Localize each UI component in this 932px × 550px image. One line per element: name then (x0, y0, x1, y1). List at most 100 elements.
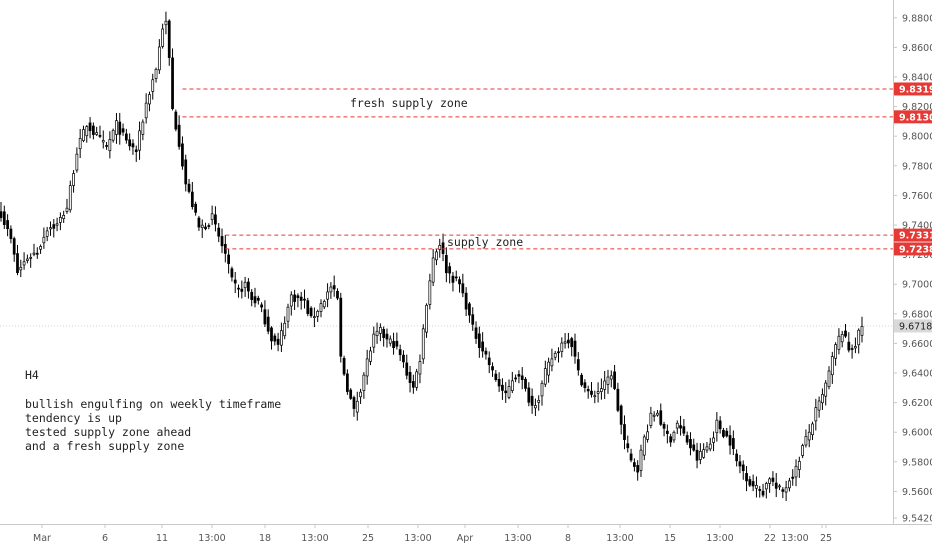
candle (761, 483, 765, 498)
badge-box (894, 242, 932, 256)
badge-label: 9.83190 (899, 84, 932, 95)
y-tick-label: 9.66000 (902, 339, 932, 350)
candle (408, 365, 412, 393)
candle-body (834, 344, 837, 359)
zone-price-badge: 9.73316 (894, 228, 932, 242)
time-axis[interactable]: Mar 6 11 13:00 18 13:00 25 13:00 Apr 13:00 8 13:00 1… (0, 524, 932, 544)
candle-body (570, 338, 574, 348)
candle-body (662, 423, 666, 429)
candle-body (811, 423, 814, 436)
candle (444, 247, 448, 283)
candle (194, 201, 198, 216)
badge-box (894, 82, 932, 96)
candle (629, 448, 633, 463)
candle-body (240, 288, 244, 292)
candle (570, 336, 574, 357)
candle-body (197, 217, 201, 228)
candle (306, 297, 310, 317)
candle (250, 289, 254, 307)
x-tick-label: 13:00 (606, 533, 633, 544)
candle (689, 432, 692, 456)
candle-body (306, 300, 310, 314)
candle (682, 419, 686, 436)
annotation-line-1: bullish engulfing on weekly timeframe (25, 397, 281, 411)
candle (550, 348, 554, 372)
candle-body (438, 245, 442, 250)
candle (461, 273, 465, 298)
y-tick-label: 9.86000 (902, 43, 932, 54)
candle-body (220, 236, 224, 247)
candle (428, 273, 432, 310)
candle-body (260, 304, 263, 308)
candle-body (303, 298, 306, 301)
candle (471, 307, 475, 331)
candle-body (247, 281, 250, 292)
candle-body (32, 252, 36, 255)
candle-body (560, 342, 564, 352)
candle-body (88, 122, 92, 132)
candle (827, 366, 831, 390)
candle-body (656, 412, 659, 416)
candle-body (606, 376, 610, 385)
candle-body (171, 57, 174, 109)
candle-body (415, 371, 419, 388)
candle-body (847, 341, 851, 351)
candle (184, 154, 188, 192)
candle (326, 283, 329, 308)
candle-body (411, 381, 415, 388)
candle (283, 316, 287, 340)
candle-body (530, 395, 534, 406)
candle (309, 306, 313, 318)
candle-body (121, 128, 125, 133)
y-tick-label: 9.64000 (902, 369, 932, 380)
candle (286, 303, 290, 329)
y-tick-label: 9.80000 (902, 132, 932, 143)
candle (652, 411, 656, 422)
candle-body (646, 431, 649, 440)
x-tick-label: Mar (33, 533, 51, 544)
candle (230, 266, 234, 282)
candle-body (346, 373, 349, 392)
candle-body (111, 129, 115, 141)
candle-body (141, 121, 145, 135)
candle-body (280, 330, 283, 346)
candle-body (428, 280, 432, 305)
candle-body (22, 261, 26, 266)
candle-body (755, 485, 758, 489)
candle (121, 123, 125, 136)
candle (101, 130, 105, 149)
candle-body (55, 223, 59, 226)
candle-body (418, 361, 422, 375)
candle (781, 487, 785, 499)
candle (646, 424, 649, 443)
candle-body (359, 391, 362, 398)
candle-body (497, 378, 501, 387)
candle (227, 249, 230, 274)
x-tick-label: 13:00 (404, 533, 431, 544)
candle (590, 382, 593, 398)
candle (181, 136, 184, 170)
candle (75, 147, 79, 173)
candle-body (326, 291, 329, 300)
candle (603, 370, 607, 400)
current-price-badge: 9.67180 (894, 319, 932, 333)
candle-body (148, 94, 151, 105)
candle-body (309, 307, 313, 317)
candle (791, 469, 795, 486)
candle-body (840, 334, 844, 343)
candle (369, 346, 372, 366)
candle-body (844, 330, 847, 337)
candle-body (270, 327, 273, 342)
candle (372, 326, 376, 354)
candle-body (705, 446, 709, 451)
y-tick-label: 9.62000 (902, 398, 932, 409)
candle-body (527, 387, 531, 403)
candle (299, 291, 303, 310)
candle (722, 427, 725, 439)
price-axis[interactable]: 9.88000 9.86000 9.84000 9.82000 9.80000 9.780… (893, 0, 932, 525)
candle (685, 431, 689, 445)
candle-body (131, 143, 135, 148)
candle-body (329, 286, 333, 293)
candle-body (665, 430, 669, 434)
candle-body (708, 443, 712, 450)
